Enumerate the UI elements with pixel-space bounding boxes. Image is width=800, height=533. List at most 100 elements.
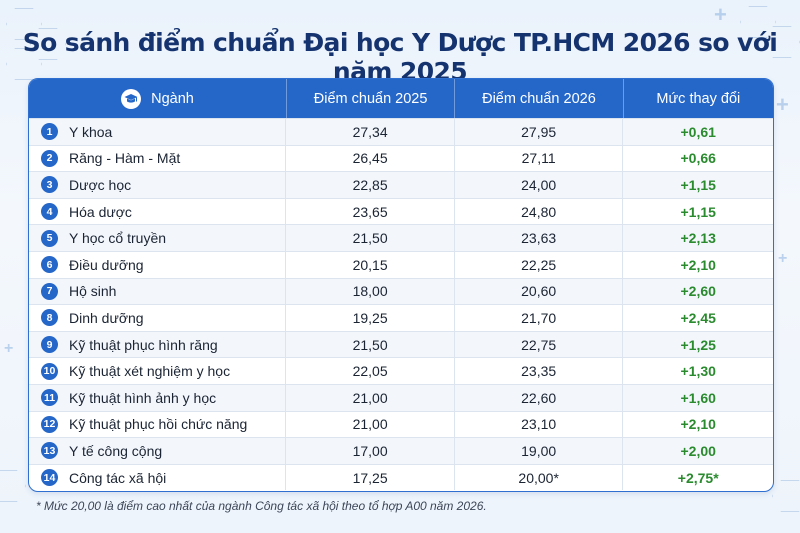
table-row: 7 Hộ sinh 18,00 20,60 +2,60: [29, 277, 773, 305]
major-name: Hóa dược: [69, 203, 132, 220]
major-name: Kỹ thuật hình ảnh y học: [69, 389, 217, 406]
cell-score-2026: 22,25: [455, 251, 624, 278]
row-number-badge: 2: [41, 149, 58, 167]
cell-major: 8 Dinh dưỡng: [29, 305, 287, 331]
footnote: * Mức 20,00 là điểm cao nhất của ngành C…: [36, 499, 487, 513]
cell-score-2025: 22,05: [286, 358, 455, 384]
cell-score-2026: 27,11: [455, 145, 624, 172]
cell-score-2025: 21,50: [286, 225, 455, 251]
cell-score-2025: 22,85: [286, 172, 455, 198]
table-row: 2 Răng - Hàm - Mặt 26,45 27,11 +0,66: [29, 144, 773, 172]
major-name: Công tác xã hội: [69, 469, 167, 486]
cell-change: +1,15: [680, 203, 716, 220]
cell-change: +2,45: [680, 309, 716, 326]
cell-change: +1,60: [680, 389, 716, 406]
table-row: 4 Hóa dược 23,65 24,80 +1,15: [29, 197, 773, 225]
cell-change: +2,00: [680, 442, 716, 459]
cell-major: 7 Hộ sinh: [29, 278, 287, 305]
cell-score-2025: 26,45: [286, 145, 455, 172]
major-name: Dinh dưỡng: [69, 309, 144, 326]
cell-score-2025: 21,50: [286, 331, 455, 358]
cell-score-2025: 19,25: [286, 305, 455, 331]
cell-major: 10 Kỹ thuật xét nghiệm y học: [29, 358, 287, 384]
cell-score-2026: 23,63: [455, 225, 624, 251]
table-row: 11 Kỹ thuật hình ảnh y học 21,00 22,60 +1,60: [29, 383, 773, 411]
row-number-badge: 12: [41, 415, 58, 433]
cell-major: 13 Y tế công cộng: [29, 438, 287, 464]
major-name: Y tế công cộng: [69, 442, 163, 459]
major-name: Kỹ thuật phục hình răng: [69, 336, 218, 353]
row-number-badge: 10: [41, 362, 58, 380]
cell-score-2026: 21,70: [455, 305, 624, 331]
cell-major: 6 Điều dưỡng: [29, 251, 287, 278]
cell-score-2026: 24,80: [455, 198, 624, 225]
table-row: 9 Kỹ thuật phục hình răng 21,50 22,75 +1,25: [29, 330, 773, 358]
header-score-2026: Điểm chuẩn 2026: [455, 79, 624, 118]
cell-major: 12 Kỹ thuật phục hồi chức năng: [29, 411, 287, 438]
cell-change: +0,61: [680, 123, 716, 140]
cell-score-2025: 20,15: [286, 251, 455, 278]
table-row: 12 Kỹ thuật phục hồi chức năng 21,00 23,10 +…: [29, 410, 773, 438]
cell-change: +2,60: [680, 283, 716, 300]
header-score-2025: Điểm chuẩn 2025: [287, 79, 456, 118]
cell-score-2026: 22,60: [455, 384, 624, 411]
cell-score-2025: 27,34: [286, 119, 455, 145]
cell-score-2026: 22,75: [455, 331, 624, 358]
major-name: Dược học: [69, 176, 132, 193]
major-name: Kỹ thuật phục hồi chức năng: [69, 416, 248, 433]
cell-change: +1,30: [680, 363, 716, 380]
cell-score-2025: 17,00: [286, 438, 455, 464]
table-row: 13 Y tế công cộng 17,00 19,00 +2,00: [29, 437, 773, 464]
header-major: Ngành: [29, 79, 287, 118]
table-row: 8 Dinh dưỡng 19,25 21,70 +2,45: [29, 304, 773, 331]
cell-score-2025: 18,00: [286, 278, 455, 305]
table-row: 6 Điều dưỡng 20,15 22,25 +2,10: [29, 250, 773, 278]
cell-score-2026: 19,00: [455, 438, 624, 464]
cell-major: 5 Y học cổ truyền: [29, 225, 287, 251]
row-number-badge: 7: [41, 282, 58, 300]
table-row: 1 Y khoa 27,34 27,95 +0,61: [29, 118, 773, 145]
row-number-badge: 5: [41, 229, 58, 247]
row-number-badge: 9: [41, 336, 58, 354]
cell-change: +2,10: [680, 256, 716, 273]
row-number-badge: 13: [41, 442, 58, 460]
table-row: 10 Kỹ thuật xét nghiệm y học 22,05 23,35 +1,…: [29, 357, 773, 384]
cell-major: 9 Kỹ thuật phục hình răng: [29, 331, 287, 358]
major-name: Y khoa: [69, 123, 113, 140]
cell-score-2026: 23,10: [455, 411, 624, 438]
cell-major: 14 Công tác xã hội: [29, 464, 287, 491]
cell-major: 1 Y khoa: [29, 119, 287, 145]
row-number-badge: 14: [41, 469, 58, 487]
cell-score-2025: 23,65: [286, 198, 455, 225]
cell-change: +0,66: [680, 150, 716, 167]
table-header: Ngành Điểm chuẩn 2025 Điểm chuẩn 2026 Mứ…: [29, 79, 773, 118]
major-name: Y học cổ truyền: [69, 230, 167, 247]
cell-score-2026: 24,00: [455, 172, 624, 198]
major-name: Răng - Hàm - Mặt: [69, 150, 181, 167]
cell-score-2025: 21,00: [286, 411, 455, 438]
cell-change: +2,10: [680, 416, 716, 433]
cell-change: +2,13: [680, 230, 716, 247]
major-name: Kỹ thuật xét nghiệm y học: [69, 363, 231, 380]
cell-major: 11 Kỹ thuật hình ảnh y học: [29, 384, 287, 411]
row-number-badge: 8: [41, 309, 58, 327]
header-change: Mức thay đổi: [656, 90, 741, 107]
header-major-label: Ngành: [151, 90, 194, 107]
cell-major: 3 Dược học: [29, 172, 287, 198]
major-name: Hộ sinh: [69, 283, 117, 300]
cell-major: 4 Hóa dược: [29, 198, 287, 225]
row-number-badge: 3: [41, 176, 58, 194]
major-name: Điều dưỡng: [69, 256, 144, 273]
score-table: Ngành Điểm chuẩn 2025 Điểm chuẩn 2026 Mứ…: [28, 78, 774, 492]
cell-score-2026: 27,95: [455, 119, 624, 145]
cell-major: 2 Răng - Hàm - Mặt: [29, 145, 287, 172]
row-number-badge: 1: [41, 123, 58, 141]
cell-score-2025: 21,00: [286, 384, 455, 411]
cell-change: +1,25: [680, 336, 716, 353]
row-number-badge: 6: [41, 256, 58, 274]
row-number-badge: 4: [41, 203, 58, 221]
table-row: 5 Y học cổ truyền 21,50 23,63 +2,13: [29, 224, 773, 251]
cell-score-2025: 17,25: [286, 464, 455, 491]
graduation-cap-icon: [121, 88, 142, 109]
